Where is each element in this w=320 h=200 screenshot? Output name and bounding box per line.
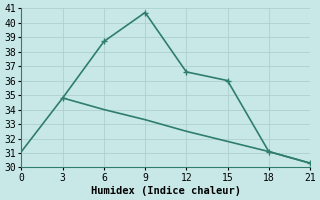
X-axis label: Humidex (Indice chaleur): Humidex (Indice chaleur) bbox=[91, 186, 241, 196]
